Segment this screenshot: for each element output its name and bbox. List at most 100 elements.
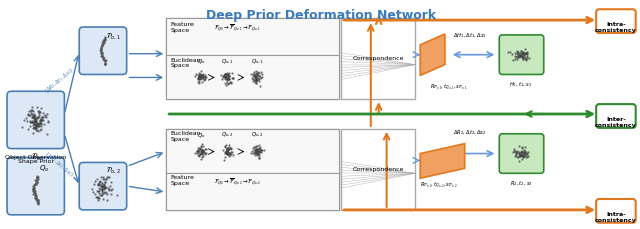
Point <box>29 117 40 121</box>
Point <box>97 187 108 191</box>
Point <box>200 76 210 79</box>
Point <box>254 147 264 150</box>
Point <box>223 78 234 82</box>
Point <box>33 177 43 181</box>
Point <box>512 150 522 154</box>
Point <box>30 121 40 125</box>
Point <box>34 115 44 119</box>
Point <box>256 71 266 75</box>
Point <box>516 53 527 57</box>
Point <box>224 154 234 158</box>
Point <box>101 191 111 194</box>
Point <box>228 76 238 80</box>
Point <box>198 155 208 158</box>
FancyBboxPatch shape <box>596 105 636 128</box>
Point <box>19 119 29 122</box>
Point <box>97 193 108 197</box>
FancyBboxPatch shape <box>499 134 544 174</box>
Point <box>28 188 38 192</box>
Point <box>195 80 205 83</box>
Point <box>30 193 40 197</box>
Point <box>222 78 232 81</box>
Point <box>193 150 204 154</box>
Point <box>106 192 116 196</box>
Point <box>519 150 529 154</box>
Point <box>33 115 44 119</box>
Point <box>200 74 210 77</box>
Point <box>36 118 47 122</box>
Point <box>223 72 234 76</box>
Point <box>222 148 232 152</box>
Text: $Q_o$: $Q_o$ <box>40 163 50 173</box>
FancyBboxPatch shape <box>166 129 339 174</box>
Point <box>250 75 260 79</box>
Point <box>26 121 36 124</box>
Point <box>100 185 110 189</box>
Point <box>254 80 264 84</box>
Point <box>34 111 44 114</box>
Point <box>250 74 260 78</box>
Point <box>97 57 108 60</box>
Point <box>30 117 40 120</box>
Text: Shape Prior: Shape Prior <box>18 159 54 164</box>
Point <box>30 195 40 199</box>
Point <box>219 158 229 162</box>
Point <box>250 76 260 80</box>
Point <box>507 53 517 57</box>
Point <box>198 144 208 148</box>
Point <box>222 147 232 151</box>
Point <box>100 62 110 66</box>
Point <box>197 74 207 78</box>
Text: Intra-
consistency: Intra- consistency <box>595 211 637 222</box>
Point <box>511 50 522 54</box>
Point <box>512 58 522 61</box>
Point <box>96 46 106 50</box>
Point <box>513 52 523 56</box>
Point <box>252 150 262 154</box>
Point <box>519 52 529 55</box>
Point <box>511 153 521 157</box>
Point <box>28 187 38 191</box>
Point <box>222 72 232 75</box>
Point <box>247 150 257 153</box>
Point <box>518 52 528 56</box>
FancyBboxPatch shape <box>166 19 339 55</box>
Point <box>195 73 205 76</box>
Point <box>198 150 208 153</box>
Point <box>251 79 261 83</box>
Point <box>30 126 40 130</box>
Point <box>221 75 232 79</box>
Point <box>196 151 206 155</box>
Point <box>254 143 264 147</box>
Point <box>195 73 205 76</box>
Point <box>29 190 40 194</box>
Point <box>26 112 36 115</box>
Point <box>256 150 266 154</box>
Point <box>221 73 232 77</box>
Point <box>29 191 40 195</box>
Point <box>514 55 524 59</box>
Point <box>508 58 518 62</box>
Point <box>509 150 520 153</box>
Point <box>29 122 39 126</box>
Point <box>31 196 41 199</box>
Point <box>196 148 206 151</box>
Point <box>196 150 207 154</box>
Point <box>35 129 45 132</box>
Point <box>503 51 513 55</box>
Point <box>253 152 264 156</box>
Point <box>223 152 233 155</box>
Point <box>252 78 262 82</box>
Point <box>33 200 43 203</box>
Point <box>511 56 521 60</box>
Point <box>28 187 38 191</box>
Point <box>195 147 205 151</box>
Point <box>43 120 53 123</box>
Point <box>254 150 264 153</box>
Point <box>95 48 106 52</box>
Point <box>32 180 42 184</box>
Point <box>510 52 520 56</box>
Point <box>26 110 36 114</box>
Point <box>92 177 102 181</box>
Point <box>97 55 107 58</box>
